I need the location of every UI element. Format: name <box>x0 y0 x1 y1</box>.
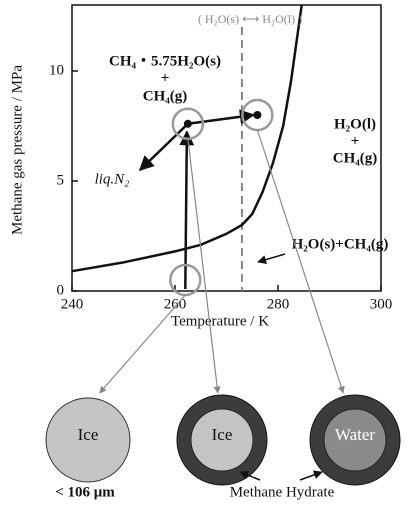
process-arrow <box>138 122 189 172</box>
annotation: CH₄・5.75H₂O(s) <box>109 53 221 69</box>
hydrate-pointer <box>239 470 261 481</box>
particle-label: Ice <box>78 425 99 444</box>
hydrate-label: Methane Hydrate <box>230 484 335 500</box>
link-arrow <box>187 138 221 394</box>
annotation: + <box>351 133 360 149</box>
annotation: H₂O(l) <box>334 116 376 132</box>
x-tick-label: 300 <box>370 296 393 312</box>
x-tick-label: 240 <box>61 296 84 312</box>
particle-label: Ice <box>212 425 233 444</box>
annotation: liq.N₂ <box>95 171 130 187</box>
state-dot <box>253 111 262 119</box>
process-arrow <box>179 130 195 290</box>
annotation: ( H₂O(s) ⟷ H₂O(l) ) <box>198 12 302 26</box>
annotation: H₂O(s)+CH₄(g) <box>292 236 389 252</box>
link-arrow <box>256 129 345 394</box>
hydrate-pointer <box>299 470 323 481</box>
size-note: < 106 μm <box>55 484 115 500</box>
state-dot <box>183 119 192 128</box>
annotation: CH₄(g) <box>143 88 188 104</box>
link-arrow <box>99 294 186 394</box>
x-tick-label: 260 <box>164 296 187 312</box>
annotation: + <box>161 70 170 86</box>
y-tick-label: 0 <box>57 282 65 298</box>
core <box>190 408 254 472</box>
core <box>323 408 387 472</box>
ice-particle <box>45 397 131 483</box>
y-tick-label: 10 <box>49 62 64 78</box>
plot-frame <box>71 4 382 292</box>
pointer <box>257 253 286 265</box>
x-tick-label: 280 <box>267 296 290 312</box>
annotation: CH₄(g) <box>333 150 378 166</box>
y-tick-label: 5 <box>57 172 65 188</box>
x-axis-title: Temperature / K <box>171 313 269 329</box>
particle-label: Water <box>335 425 375 444</box>
y-axis-title: Methane gas pressure / MPa <box>9 65 25 235</box>
phase-boundary <box>71 4 303 273</box>
